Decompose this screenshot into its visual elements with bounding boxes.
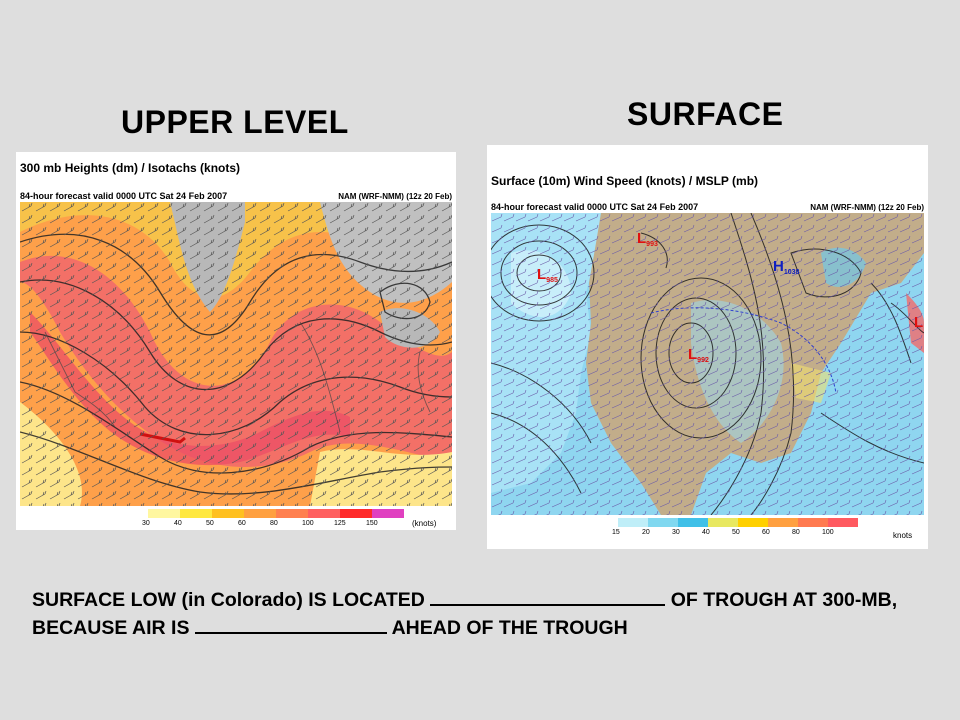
upper-level-map-panel: 300 mb Heights (dm) / Isotachs (knots) 8… (16, 152, 456, 530)
upper-map-model: NAM (WRF-NMM) (12z 20 Feb) (338, 192, 452, 201)
scale-tick-label: 20 (642, 529, 650, 536)
upper-map-subtitle: 84-hour forecast valid 0000 UTC Sat 24 F… (20, 191, 228, 201)
scale-swatch: 30 (672, 518, 708, 536)
high-pressure-label: H1038 (773, 258, 800, 276)
low-pressure-label-east: L (914, 314, 923, 331)
surface-map-title: Surface (10m) Wind Speed (knots) / MSLP … (491, 174, 759, 188)
scale-swatch: 30 (142, 509, 180, 527)
surface-map-subtitle: 84-hour forecast valid 0000 UTC Sat 24 F… (491, 202, 699, 212)
surface-map-panel: Surface (10m) Wind Speed (knots) / MSLP … (487, 145, 928, 549)
scale-tick-label: 50 (206, 520, 214, 527)
scale-swatch: 80 (270, 509, 308, 527)
scale-swatch: 60 (762, 518, 798, 536)
surface-map-graphic: L993 L985 H1038 L992 L (491, 213, 924, 515)
scale-swatch: 40 (174, 509, 212, 527)
question-part-1: SURFACE LOW (in Colorado) IS LOCATED (32, 589, 431, 611)
scale-tick-label: 30 (142, 520, 150, 527)
scale-tick-label: 150 (366, 520, 378, 527)
scale-swatch: 60 (238, 509, 276, 527)
upper-map-scale-unit: (knots) (412, 519, 437, 528)
low-pressure-label-1: L993 (637, 230, 658, 248)
scale-tick-label: 60 (762, 529, 770, 536)
scale-tick-label: 15 (612, 529, 620, 536)
answer-blank-location[interactable] (430, 586, 666, 606)
question-text: SURFACE LOW (in Colorado) IS LOCATED OF … (32, 586, 912, 642)
surface-map-model: NAM (WRF-NMM) (12z 20 Feb) (810, 203, 924, 212)
scale-swatch: 15 (612, 518, 648, 536)
low-pressure-label-2: L985 (537, 266, 558, 284)
scale-swatch: 100 (302, 509, 340, 527)
upper-level-heading: UPPER LEVEL (121, 104, 349, 140)
scale-tick-label: 40 (174, 520, 182, 527)
scale-swatch: 50 (206, 509, 244, 527)
scale-tick-label: 100 (822, 529, 834, 536)
upper-map-title: 300 mb Heights (dm) / Isotachs (knots) (20, 161, 241, 175)
low-pressure-label-colorado: L992 (688, 346, 709, 364)
surface-heading: SURFACE (627, 96, 784, 132)
scale-tick-label: 60 (238, 520, 246, 527)
scale-swatch: 20 (642, 518, 678, 536)
surface-wind-pressure-map: L993 L985 H1038 L992 L (491, 213, 924, 515)
scale-tick-label: 80 (270, 520, 278, 527)
scale-tick-label: 100 (302, 520, 314, 527)
scale-swatch: 150 (366, 509, 404, 527)
surface-map-scale-unit: knots (893, 531, 913, 540)
scale-tick-label: 80 (792, 529, 800, 536)
upper-level-map-graphic (20, 202, 452, 506)
scale-swatch: 125 (334, 509, 372, 527)
scale-tick-label: 50 (732, 529, 740, 536)
scale-tick-label: 40 (702, 529, 710, 536)
upper-level-jet-map (20, 202, 452, 506)
scale-swatch: 50 (732, 518, 768, 536)
upper-map-color-scale: 30 40 50 60 80 100 125 150 (142, 509, 404, 527)
scale-swatch: 40 (702, 518, 738, 536)
scale-tick-label: 125 (334, 520, 346, 527)
answer-blank-reason[interactable] (194, 614, 387, 634)
question-part-3: AHEAD OF THE TROUGH (386, 617, 628, 639)
question-part-2: OF TROUGH AT 300-MB, BECAUSE AIR IS (32, 589, 898, 639)
surface-map-color-scale: 15 20 30 40 50 60 80 100 (612, 518, 858, 536)
scale-tick-label: 30 (672, 529, 680, 536)
scale-swatch: 100 (822, 518, 858, 536)
scale-swatch: 80 (792, 518, 828, 536)
